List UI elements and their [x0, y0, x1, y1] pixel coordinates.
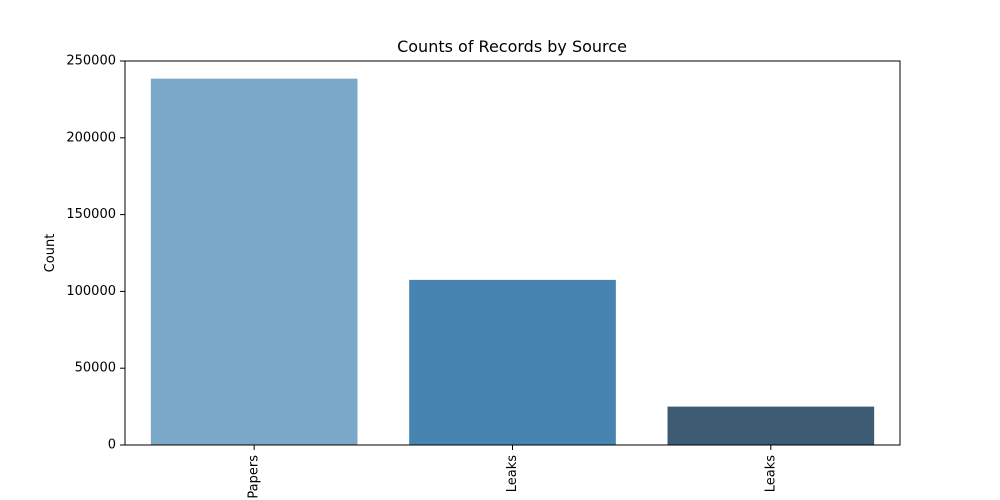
x-axis: Papers Leaks Leaks	[247, 445, 778, 499]
y-tick-label-4: 150000	[66, 207, 116, 222]
bar-3	[667, 406, 875, 445]
y-tick-label-6: 250000	[66, 54, 116, 69]
y-axis: 0 50000 100000 150000 200000 250000	[66, 54, 125, 453]
y-tick-label-3: 100000	[66, 284, 116, 299]
x-tick-label-3: Leaks	[763, 455, 778, 493]
bar-1	[150, 78, 358, 445]
y-tick-label-5: 200000	[66, 130, 116, 145]
x-tick-label-2: Leaks	[505, 455, 520, 493]
x-tick-label-1: Papers	[247, 455, 262, 499]
chart-title: Counts of Records by Source	[397, 37, 627, 56]
y-axis-label: Count	[43, 234, 58, 273]
y-tick-label-2: 50000	[75, 361, 116, 376]
plot-frame	[124, 60, 901, 446]
bars-layer	[150, 78, 875, 445]
bar-2	[409, 279, 616, 445]
y-tick-label-1: 0	[108, 438, 116, 453]
